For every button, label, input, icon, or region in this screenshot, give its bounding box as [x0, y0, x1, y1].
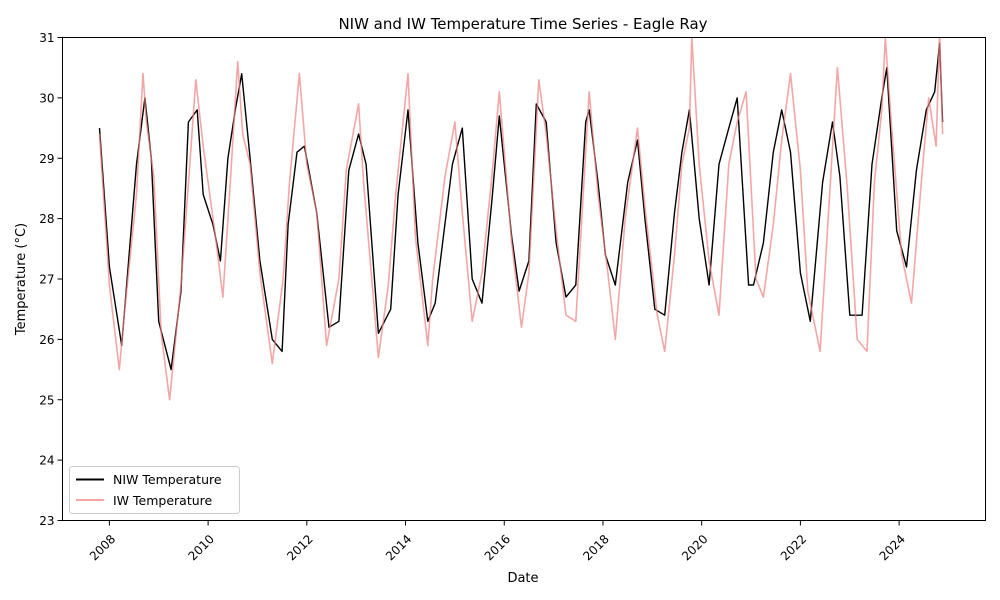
- legend-label-niw: NIW Temperature: [113, 472, 222, 487]
- legend: NIW Temperature IW Temperature: [69, 466, 240, 514]
- y-axis-label: Temperature (°C): [14, 223, 29, 336]
- y-tick-label: 31: [39, 31, 54, 45]
- y-tick-label: 25: [39, 393, 54, 407]
- series-layer: [98, 37, 944, 401]
- series-line-iw: [98, 37, 944, 401]
- chart-title: NIW and IW Temperature Time Series - Eag…: [338, 15, 707, 33]
- y-tick-label: 30: [39, 91, 54, 105]
- x-axis-label: Date: [507, 571, 538, 586]
- y-tick-label: 24: [39, 454, 54, 468]
- y-tick-label: 28: [39, 212, 54, 226]
- y-tick-label: 26: [39, 333, 54, 347]
- y-tick-label: 27: [39, 273, 54, 287]
- legend-box: [69, 466, 240, 514]
- y-tick-label: 23: [39, 514, 54, 528]
- y-axis: 23 24 25 26 27 28 29 30 31: [39, 31, 63, 528]
- legend-label-iw: IW Temperature: [113, 493, 213, 508]
- y-tick-label: 29: [39, 152, 54, 166]
